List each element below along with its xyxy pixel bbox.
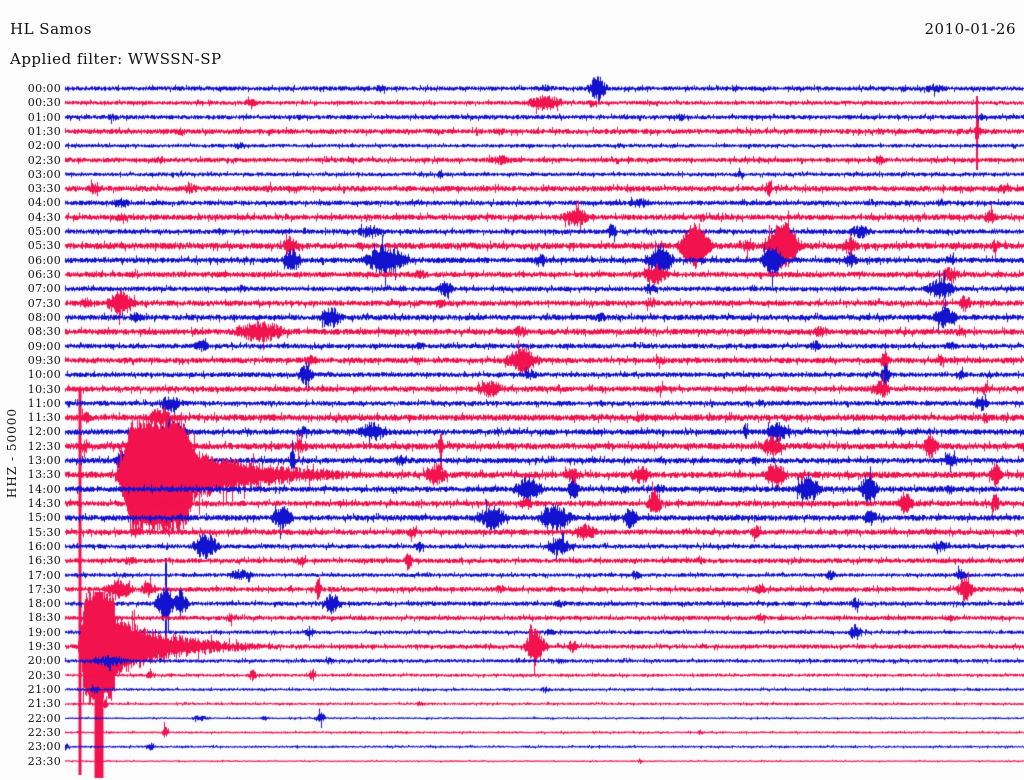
time-label: 08:00 bbox=[27, 310, 61, 324]
time-label: 16:30 bbox=[27, 554, 61, 568]
time-label: 12:00 bbox=[27, 425, 61, 439]
time-label: 14:00 bbox=[27, 482, 61, 496]
time-label: 09:30 bbox=[27, 353, 61, 367]
date-label: 2010-01-26 bbox=[924, 20, 1016, 38]
time-label: 03:30 bbox=[27, 182, 61, 196]
time-label: 13:30 bbox=[27, 468, 61, 482]
time-label: 05:00 bbox=[27, 225, 61, 239]
time-label: 02:00 bbox=[27, 139, 61, 153]
time-label: 17:30 bbox=[27, 582, 61, 596]
time-label: 15:30 bbox=[27, 525, 61, 539]
time-label: 22:30 bbox=[27, 725, 61, 739]
time-label: 07:00 bbox=[27, 282, 61, 296]
time-label: 20:00 bbox=[27, 654, 61, 668]
time-label: 23:30 bbox=[27, 754, 61, 768]
time-label: 15:00 bbox=[27, 511, 61, 525]
time-label: 11:00 bbox=[27, 396, 61, 410]
time-label: 03:00 bbox=[27, 167, 61, 181]
time-label: 04:00 bbox=[27, 196, 61, 210]
time-label: 06:30 bbox=[27, 268, 61, 282]
time-label: 09:00 bbox=[27, 339, 61, 353]
time-label: 00:00 bbox=[27, 82, 61, 95]
time-label: 12:30 bbox=[27, 439, 61, 453]
time-label: 16:00 bbox=[27, 539, 61, 553]
time-label: 18:30 bbox=[27, 611, 61, 625]
time-label: 08:30 bbox=[27, 325, 61, 339]
time-label: 21:30 bbox=[27, 697, 61, 711]
station-title: HL Samos bbox=[10, 20, 92, 38]
applied-filter-label: Applied filter: WWSSN-SP bbox=[10, 50, 222, 68]
time-label: 02:30 bbox=[27, 153, 61, 167]
time-label: 01:00 bbox=[27, 110, 61, 124]
time-label: 07:30 bbox=[27, 296, 61, 310]
time-label: 13:00 bbox=[27, 454, 61, 468]
time-label: 21:00 bbox=[27, 683, 61, 697]
time-label: 19:00 bbox=[27, 625, 61, 639]
time-label: 23:00 bbox=[27, 740, 61, 754]
time-label: 05:30 bbox=[27, 239, 61, 253]
time-label: 04:30 bbox=[27, 210, 61, 224]
time-label: 22:00 bbox=[27, 711, 61, 725]
time-label: 00:30 bbox=[27, 96, 61, 110]
time-label: 14:30 bbox=[27, 496, 61, 510]
time-label: 17:00 bbox=[27, 568, 61, 582]
time-label: 10:00 bbox=[27, 368, 61, 382]
time-label: 19:30 bbox=[27, 640, 61, 654]
time-label: 20:30 bbox=[27, 668, 61, 682]
time-label: 18:00 bbox=[27, 597, 61, 611]
time-label: 10:30 bbox=[27, 382, 61, 396]
time-label: 06:00 bbox=[27, 253, 61, 267]
time-label: 11:30 bbox=[27, 411, 61, 425]
time-label: 01:30 bbox=[27, 124, 61, 138]
